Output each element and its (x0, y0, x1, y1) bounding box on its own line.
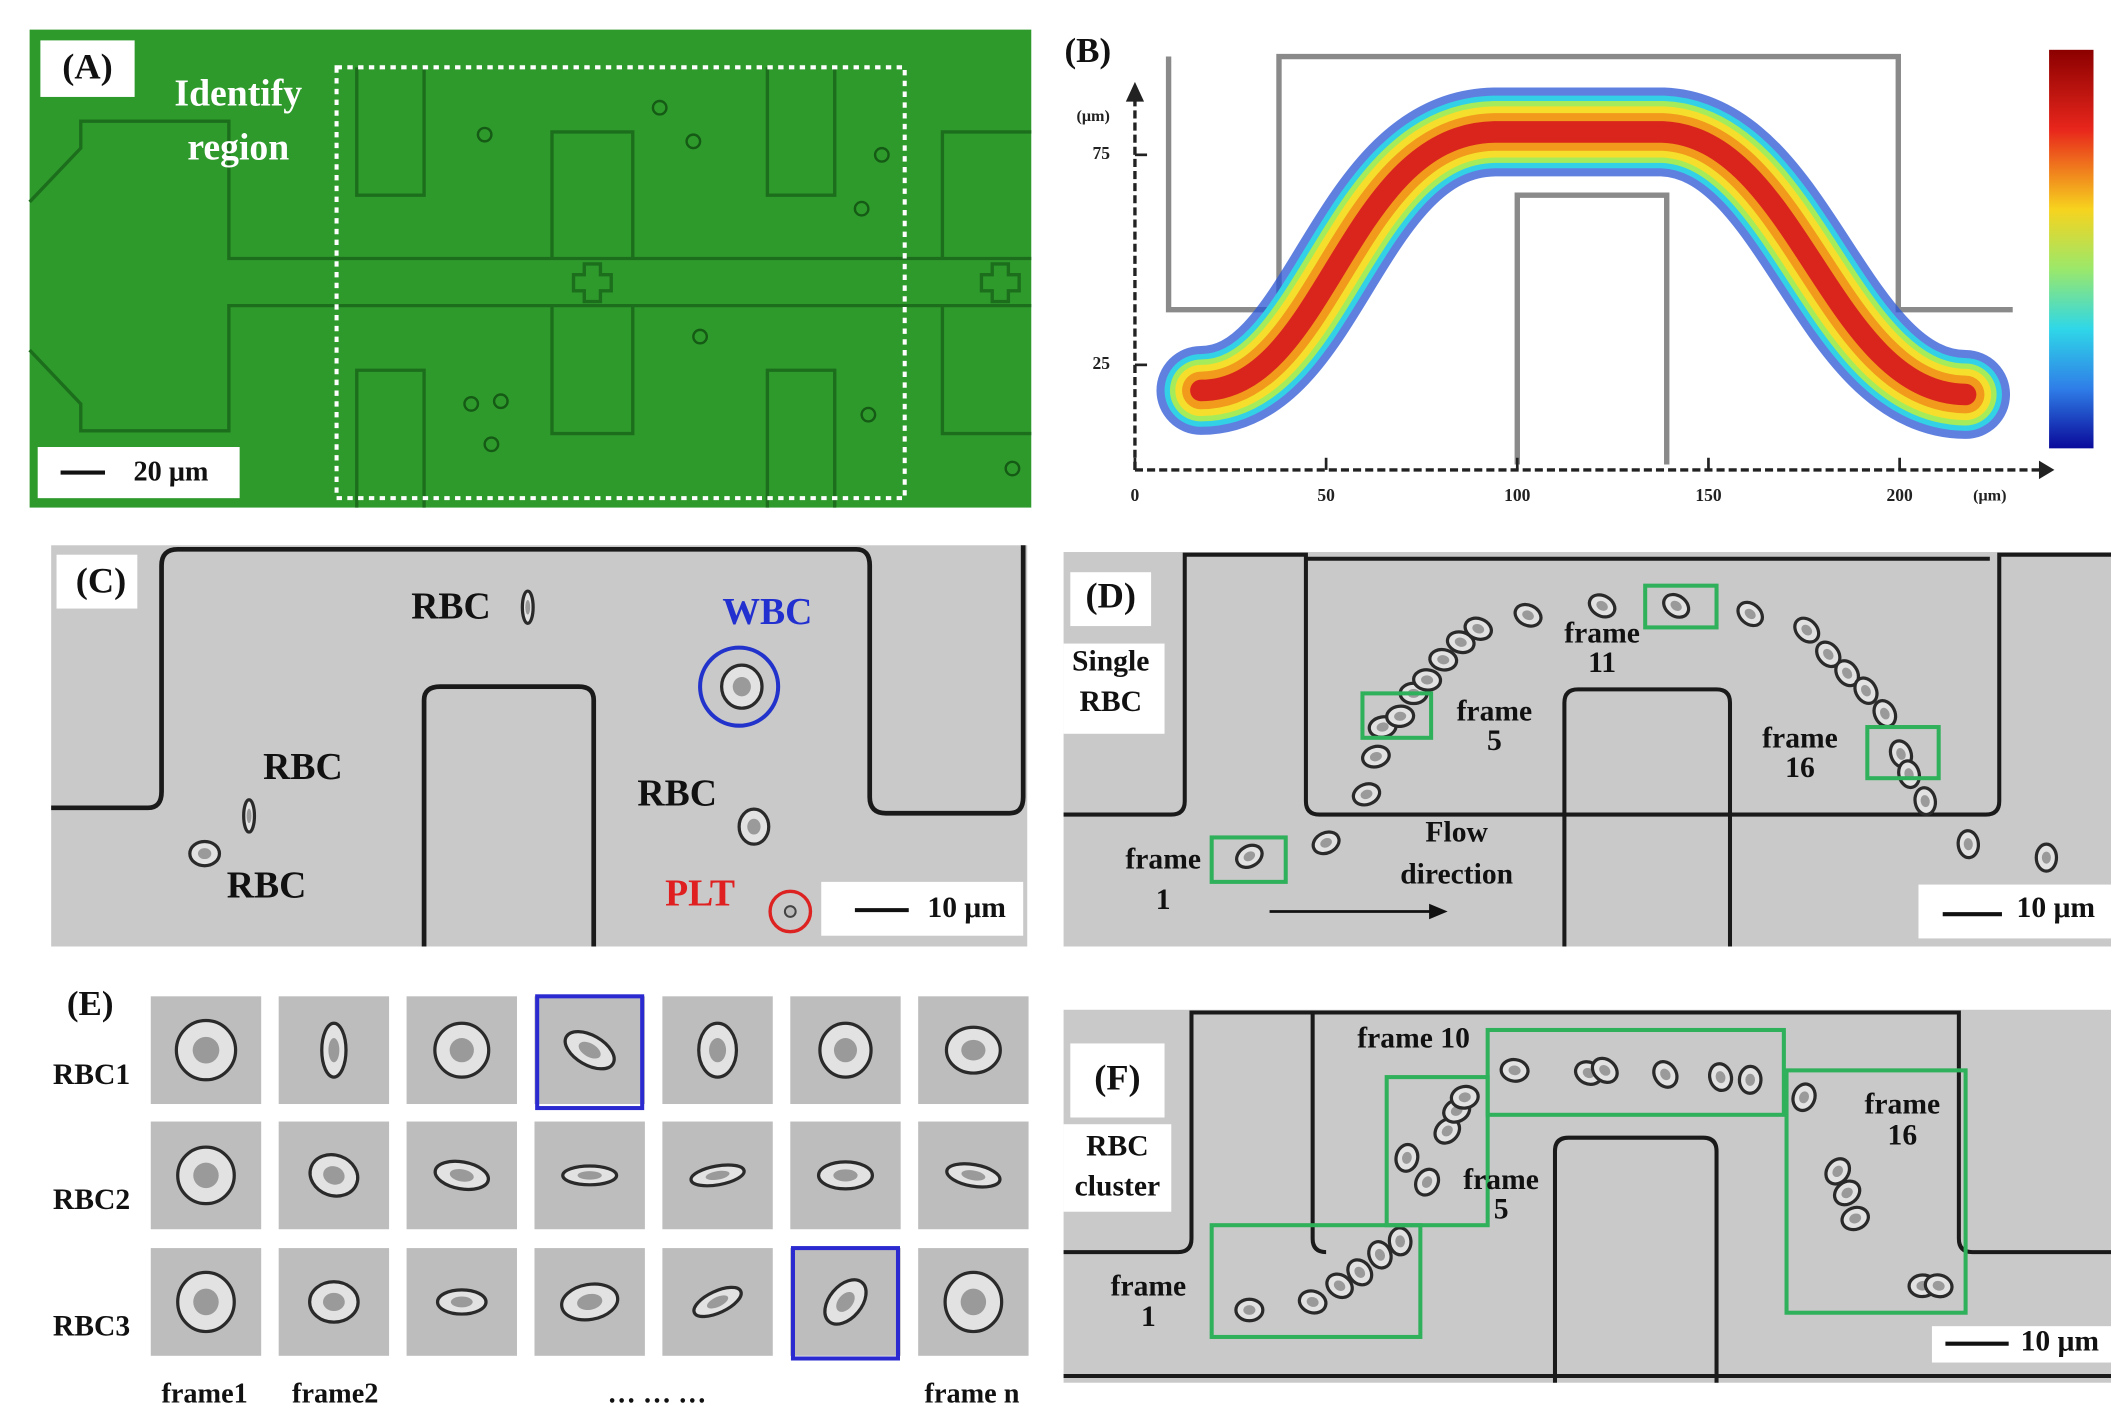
x-tick-label: 150 (1695, 485, 1721, 505)
label: RBC (637, 773, 717, 815)
page: { "panel_a": {"label": "(A)", "region": … (0, 0, 2111, 1411)
label: RBC (1079, 686, 1142, 718)
cell-core (328, 1038, 339, 1062)
cell-core (747, 819, 760, 835)
cell-core (2042, 852, 2051, 864)
label: (D) (1085, 575, 1135, 615)
label: 16 (1785, 752, 1815, 784)
label: Single (1072, 646, 1149, 678)
cell-core (525, 600, 530, 615)
label: frame (1125, 843, 1201, 875)
label: Flow (1425, 817, 1488, 849)
y-tick-label: 75 (1093, 143, 1111, 163)
label: (B) (1064, 31, 1111, 70)
label: 5 (1487, 725, 1502, 757)
label: 16 (1888, 1119, 1918, 1151)
label: Identify (174, 73, 302, 115)
label: (μm) (1973, 488, 2006, 505)
cell-core (834, 1038, 857, 1062)
figure: (A) Identify region 20 μm (B) (μm) (μm) 75 25 0 50… (0, 0, 2111, 1411)
cell-core (578, 1171, 602, 1179)
label: frame 10 (1357, 1023, 1470, 1055)
label: 1 (1141, 1301, 1156, 1333)
cell-core (450, 1038, 474, 1062)
label: PLT (665, 872, 735, 914)
label: WBC (722, 591, 812, 633)
channel-wall (1517, 195, 1666, 464)
label: RBC (263, 746, 343, 788)
label: frame (1865, 1089, 1941, 1121)
label: 1 (1156, 884, 1171, 916)
x-tick-label: 200 (1887, 485, 1913, 505)
cell-core (193, 1289, 218, 1316)
x-tick-label: 0 (1131, 485, 1140, 505)
row-label: RBC1 (53, 1059, 130, 1091)
cell-core (193, 1037, 220, 1064)
label: region (187, 126, 289, 168)
cell-core (733, 677, 751, 696)
axis-arrow (1127, 83, 1143, 101)
label: 20 μm (134, 456, 209, 487)
label: (A) (62, 46, 112, 86)
label: cluster (1075, 1171, 1161, 1203)
cell-core (961, 1289, 986, 1316)
column-label: frame1 (161, 1379, 247, 1410)
label: RBC (1086, 1130, 1149, 1162)
label: 10 μm (2021, 1325, 2100, 1357)
cell-core (198, 848, 211, 859)
x-tick-label: 50 (1317, 485, 1335, 505)
label: frame (1111, 1270, 1187, 1302)
cell-core (323, 1293, 345, 1311)
label: 11 (1588, 647, 1616, 679)
label: (F) (1094, 1057, 1140, 1097)
row-label: RBC2 (53, 1184, 130, 1216)
cell-core (193, 1163, 218, 1188)
label: RBC (411, 586, 491, 628)
column-label: … … … (608, 1379, 707, 1410)
label: (E) (67, 984, 114, 1023)
label: frame (1762, 722, 1838, 754)
cell-core (709, 1038, 726, 1062)
column-label: frame n (925, 1379, 1020, 1410)
cell-core (247, 809, 252, 824)
platelet (785, 906, 796, 917)
axis-arrow (2040, 462, 2053, 478)
colorbar (2049, 50, 2093, 449)
cell-core (451, 1296, 473, 1307)
y-tick-label: 25 (1093, 353, 1111, 373)
label: (C) (76, 561, 126, 601)
label: 5 (1494, 1194, 1509, 1226)
cell-core (833, 1169, 857, 1181)
cell-core (961, 1040, 985, 1061)
label: 10 μm (2017, 892, 2096, 924)
label: (μm) (1077, 108, 1110, 125)
label: frame (1463, 1164, 1539, 1196)
label: 10 μm (927, 892, 1006, 924)
label: direction (1400, 858, 1513, 890)
row-label: RBC3 (53, 1311, 130, 1343)
label: RBC (227, 864, 307, 906)
label: frame (1564, 617, 1640, 649)
label: frame (1457, 695, 1533, 727)
x-tick-label: 100 (1504, 485, 1530, 505)
cell-core (1243, 1305, 1255, 1315)
column-label: frame2 (292, 1379, 378, 1410)
